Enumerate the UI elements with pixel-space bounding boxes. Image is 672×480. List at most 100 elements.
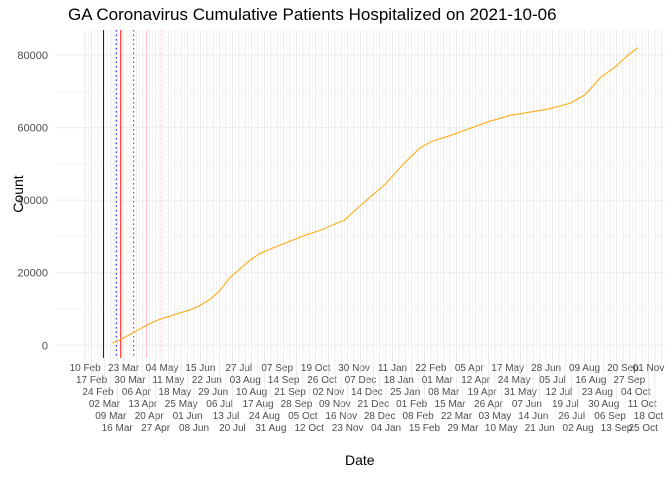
x-tick-label: 22 Jun: [192, 375, 222, 386]
x-tick-label: 12 Jul: [546, 387, 573, 398]
data-point: [289, 240, 291, 242]
x-tick-label: 05 Apr: [455, 363, 485, 374]
x-tick-label: 27 Sep: [613, 375, 645, 386]
x-tick-label: 27 Jul: [225, 363, 252, 374]
data-point: [431, 140, 433, 142]
x-tick-label: 28 Sep: [281, 399, 313, 410]
data-point: [119, 339, 121, 341]
x-tick-label: 31 Aug: [255, 423, 286, 434]
x-tick-label: 18 May: [158, 387, 191, 398]
x-tick-label: 14 Dec: [351, 387, 383, 398]
data-point: [384, 183, 386, 185]
x-tick-label: 02 Nov: [313, 387, 345, 398]
x-tick-label: 26 Oct: [307, 375, 337, 386]
x-tick-label: 25 May: [165, 399, 198, 410]
data-point: [369, 197, 371, 199]
x-tick-label: 17 Aug: [242, 399, 273, 410]
x-tick-label: 24 Feb: [82, 387, 114, 398]
x-tick-label: 01 Feb: [396, 399, 428, 410]
data-point: [259, 253, 261, 255]
data-point: [489, 120, 491, 122]
x-tick-label: 30 Nov: [338, 363, 370, 374]
x-tick-label: 11 Jan: [378, 363, 407, 374]
data-point: [188, 309, 190, 311]
x-tick-label: 25 Jan: [390, 387, 420, 398]
x-tick-label: 20 Jul: [219, 423, 246, 434]
x-tick-label: 09 Aug: [569, 363, 600, 374]
data-point: [158, 319, 160, 321]
x-tick-label: 03 May: [478, 411, 511, 422]
data-point: [584, 94, 586, 96]
data-point: [249, 259, 251, 261]
x-tick-label: 03 Aug: [230, 375, 261, 386]
data-point: [134, 331, 136, 333]
x-tick-label: 09 Mar: [95, 411, 127, 422]
data-point: [354, 209, 356, 211]
x-tick-label: 21 Jun: [525, 423, 555, 434]
series-line: [112, 47, 638, 344]
data-point: [637, 47, 639, 49]
x-tick-label: 21 Sep: [274, 387, 306, 398]
x-tick-label: 21 Dec: [357, 399, 389, 410]
data-point: [419, 147, 421, 149]
x-tick-label: 11 May: [152, 375, 184, 386]
x-tick-label: 19 Apr: [468, 387, 498, 398]
data-point: [449, 135, 451, 137]
x-tick-label: 20 Apr: [135, 411, 165, 422]
x-tick-label: 13 Sep: [601, 423, 633, 434]
x-tick-label: 04 Oct: [621, 387, 651, 398]
y-tick-label: 40000: [17, 195, 48, 207]
x-tick-label: 20 Sep: [607, 363, 639, 374]
x-tick-label: 17 Feb: [76, 375, 108, 386]
x-tick-label: 01 Jun: [173, 411, 203, 422]
x-tick-label: 12 Apr: [461, 375, 491, 386]
x-tick-label: 08 Feb: [403, 411, 435, 422]
x-tick-label: 12 Oct: [295, 423, 325, 434]
x-tick-label: 06 Apr: [122, 387, 152, 398]
x-tick-label: 13 Apr: [128, 399, 158, 410]
x-tick-label: 01 Mar: [422, 375, 454, 386]
x-axis-label: Date: [345, 452, 375, 468]
x-tick-label: 05 Jul: [539, 375, 566, 386]
x-tick-label: 17 May: [491, 363, 524, 374]
data-point: [615, 66, 617, 68]
x-tick-label: 09 Nov: [319, 399, 351, 410]
x-tick-label: 01 Nov: [633, 363, 665, 374]
chart-title: GA Coronavirus Cumulative Patients Hospi…: [68, 5, 557, 24]
x-tick-label: 27 Apr: [141, 423, 171, 434]
x-tick-label: 10 Aug: [236, 387, 267, 398]
data-point: [549, 108, 551, 110]
x-tick-label: 22 Mar: [441, 411, 473, 422]
data-point: [404, 161, 406, 163]
data-point: [344, 219, 346, 221]
x-tick-label: 08 Jun: [179, 423, 209, 434]
x-tick-label: 15 Mar: [435, 399, 467, 410]
data-point: [334, 223, 336, 225]
data-point: [229, 277, 231, 279]
x-tick-label: 13 Jul: [213, 411, 240, 422]
data-point: [219, 290, 221, 292]
data-point: [319, 229, 321, 231]
data-point: [148, 323, 150, 325]
x-tick-label: 30 Mar: [114, 375, 146, 386]
x-tick-label: 29 Jun: [198, 387, 228, 398]
x-tick-label: 29 Mar: [447, 423, 479, 434]
data-point: [304, 234, 306, 236]
x-tick-label: 25 Oct: [628, 423, 658, 434]
x-tick-label: 28 Dec: [364, 411, 396, 422]
data-point: [239, 268, 241, 270]
x-tick-label: 05 Oct: [288, 411, 318, 422]
x-tick-label: 10 May: [485, 423, 518, 434]
x-tick-label: 16 Nov: [325, 411, 357, 422]
x-tick-label: 07 Sep: [261, 363, 293, 374]
x-tick-label: 04 May: [146, 363, 179, 374]
data-point: [469, 127, 471, 129]
data-point: [569, 102, 571, 104]
y-tick-label: 0: [42, 340, 48, 352]
x-tick-label: 23 Nov: [332, 423, 364, 434]
data-point: [625, 56, 627, 58]
x-tick-label: 31 May: [504, 387, 537, 398]
data-point: [209, 299, 211, 301]
x-tick-label: 04 Jan: [371, 423, 401, 434]
x-tick-label: 19 Oct: [301, 363, 331, 374]
